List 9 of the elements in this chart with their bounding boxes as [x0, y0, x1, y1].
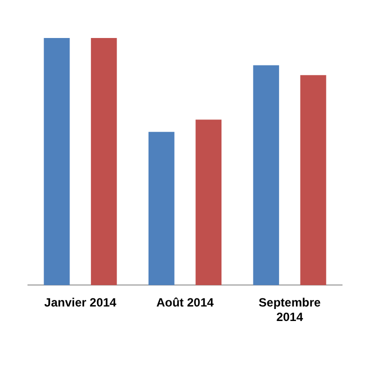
- x-tick-label: Septembre 2014: [258, 296, 321, 324]
- bar: [44, 38, 70, 286]
- bar: [196, 120, 222, 286]
- x-tick-label: Août 2014: [156, 296, 214, 310]
- x-tick-label: Janvier 2014: [44, 296, 117, 310]
- bar: [300, 75, 326, 286]
- bar: [253, 65, 280, 286]
- bar: [90, 38, 117, 286]
- bar: [148, 132, 174, 286]
